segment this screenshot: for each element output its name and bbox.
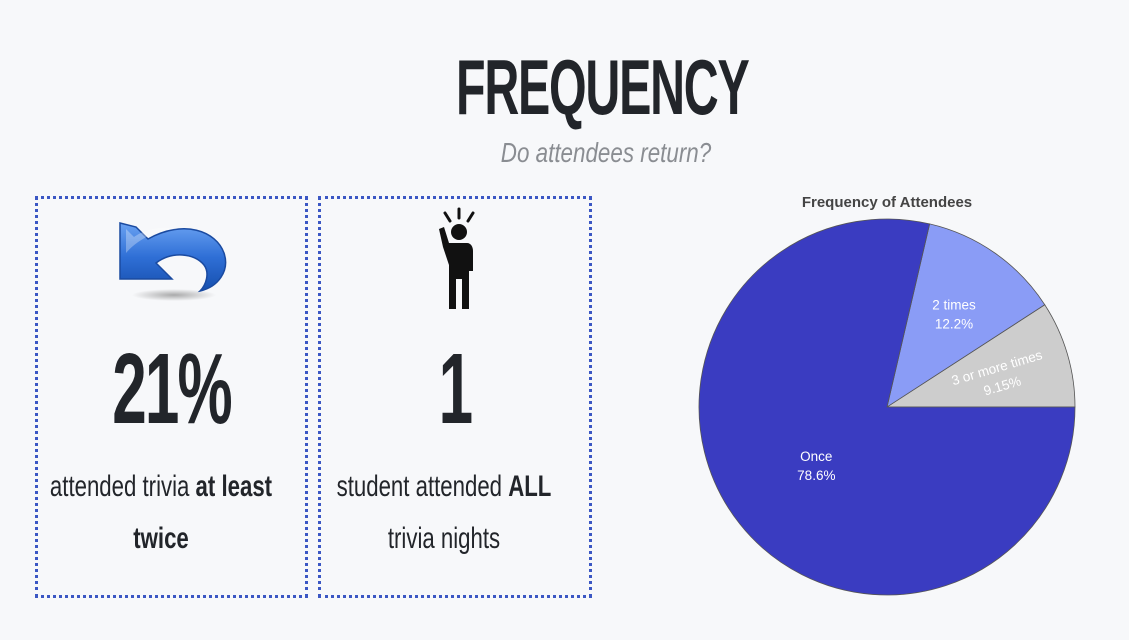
- person-idea-icon: [321, 203, 589, 311]
- stat-value: 21%: [112, 333, 232, 445]
- caption-bold: ALL: [508, 470, 552, 503]
- stat-caption: student attended ALL trivia nights: [327, 461, 583, 565]
- pie-slice-once: [698, 218, 1076, 596]
- slice-percent: 78.6%: [797, 468, 835, 483]
- pie-label-once: Once 78.6%: [797, 449, 835, 483]
- stat-card-all-nights: 1 student attended ALL trivia nights: [318, 196, 592, 598]
- pie-slice-3-or-more-times: [885, 304, 1076, 408]
- slice-label: 2 times: [932, 298, 976, 313]
- stat-value: 1: [438, 333, 473, 445]
- slice-percent: 12.2%: [935, 317, 973, 332]
- pie-chart: Frequency of Attendees 3 or more times 9.…: [660, 186, 1120, 626]
- stat-caption: attended trivia at least twice: [44, 461, 299, 565]
- slice-label: Once: [800, 449, 832, 464]
- page-subtitle: Do attendees return?: [500, 137, 712, 168]
- caption-plain: attended trivia: [49, 470, 190, 503]
- caption-bold: at least twice: [133, 470, 273, 555]
- chart-title: Frequency of Attendees: [801, 194, 973, 211]
- pie-slice-2-times: [886, 223, 1046, 408]
- caption-tail: trivia nights: [387, 522, 501, 555]
- stat-card-repeat: 21% attended trivia at least twice: [35, 196, 308, 598]
- pie-label-2-times: 2 times 12.2%: [932, 298, 976, 332]
- page-title: FREQUENCY: [456, 43, 750, 131]
- undo-arrow-icon: [38, 203, 305, 311]
- caption-plain: student attended: [336, 470, 503, 503]
